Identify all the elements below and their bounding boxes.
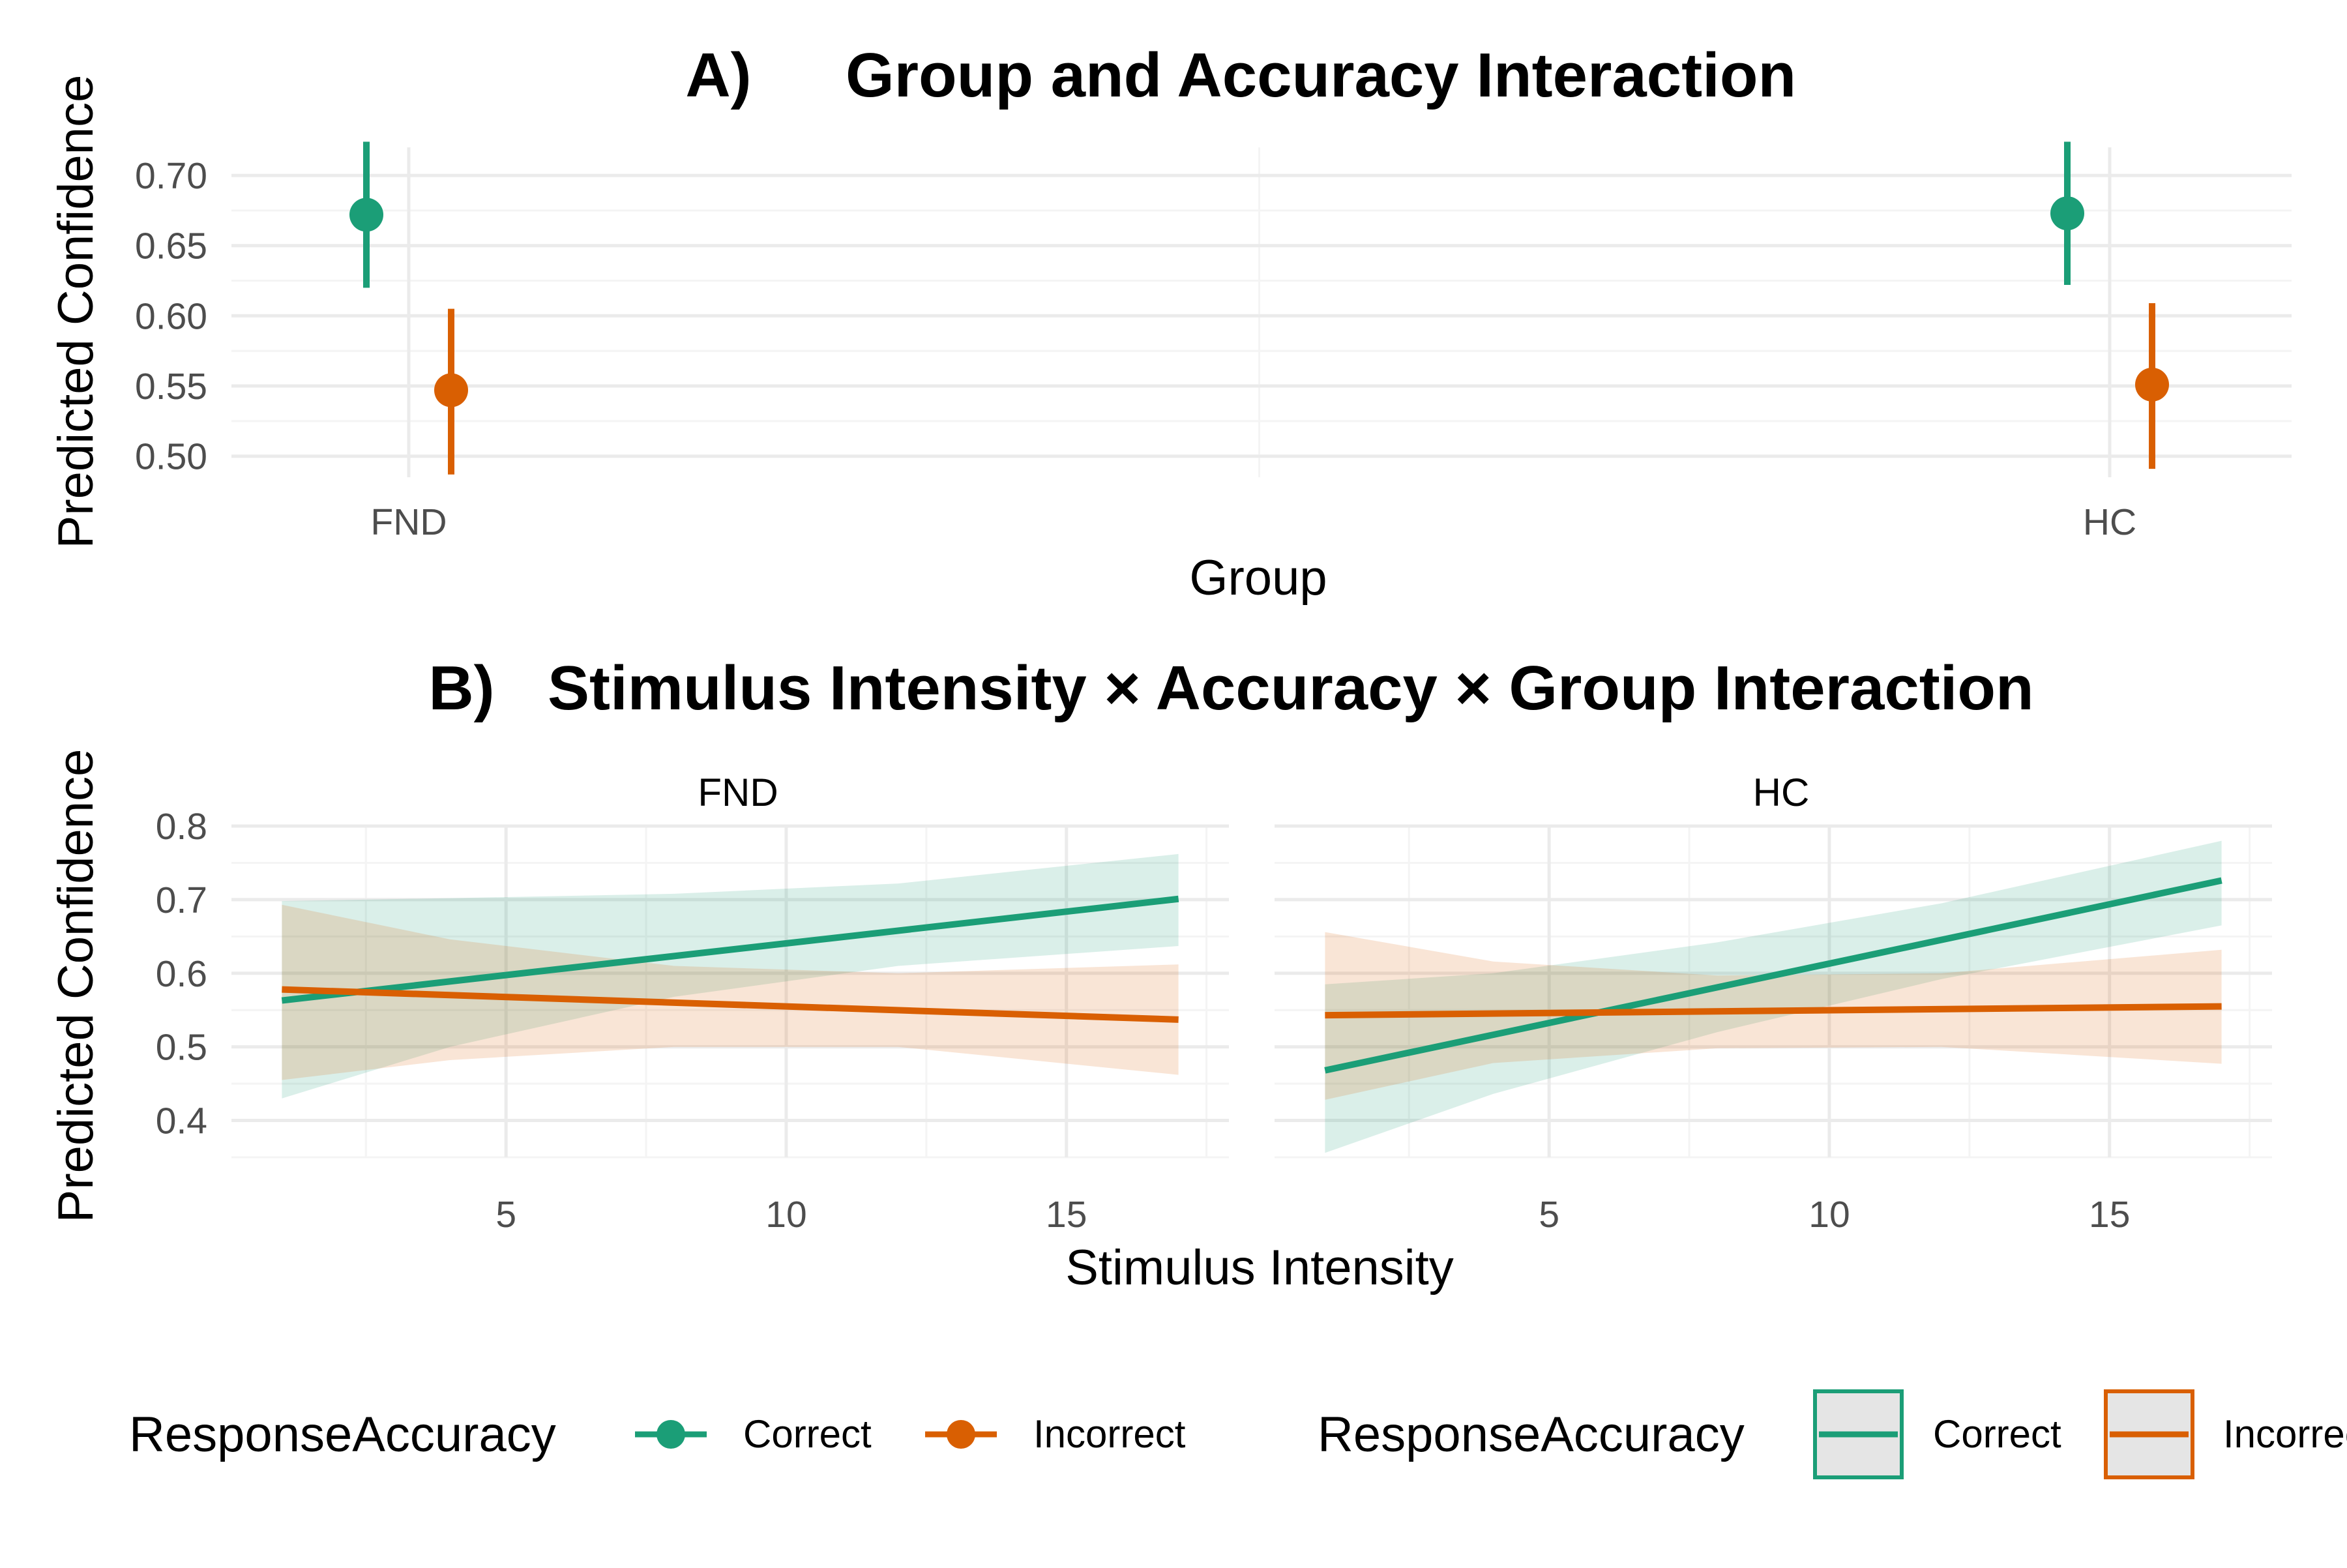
point-incorrect-hc xyxy=(2135,367,2169,402)
x-tick-label-fnd: FND xyxy=(370,501,447,543)
y-tick-label: 0.65 xyxy=(135,226,207,267)
x-tick-label: 15 xyxy=(1046,1194,1087,1235)
panel-b-grid xyxy=(231,824,2272,1159)
y-tick-label: 0.70 xyxy=(135,155,207,197)
fit-line-hc-correct xyxy=(1324,877,2222,1074)
point-correct-hc xyxy=(2050,196,2084,231)
y-tick-label: 0.7 xyxy=(156,880,207,921)
y-tick-label: 0.5 xyxy=(156,1027,207,1069)
panel-a-grid xyxy=(231,147,2292,477)
ci-ribbon-fnd-correct xyxy=(282,853,1179,1099)
panel-a-title: Group and Accuracy Interaction xyxy=(846,40,1796,110)
x-tick-label: 15 xyxy=(2089,1194,2130,1235)
legend-lines-title: ResponseAccuracy xyxy=(1318,1407,1745,1462)
panel-b-y-tick-labels: 0.4 0.5 0.6 0.7 0.8 xyxy=(156,806,207,1142)
panel-b: B) Stimulus Intensity × Accuracy × Group… xyxy=(48,653,2272,1295)
panel-b-prefix: B) xyxy=(428,653,494,723)
ci-ribbon-fnd-incorrect xyxy=(282,904,1179,1080)
legend-label-correct: Correct xyxy=(743,1412,872,1456)
panel-b-lines xyxy=(281,877,2222,1074)
legend-fill-label-correct: Correct xyxy=(1933,1412,2061,1456)
x-tick-label-hc: HC xyxy=(2083,501,2136,543)
ci-ribbon-hc-correct xyxy=(1325,840,2222,1153)
panel-a-prefix: A) xyxy=(685,40,751,110)
fit-line-fnd-incorrect xyxy=(282,986,1179,1023)
y-tick-label: 0.60 xyxy=(135,295,207,337)
point-correct-fnd xyxy=(349,198,383,232)
x-tick-label: 10 xyxy=(765,1194,806,1235)
point-incorrect-fnd xyxy=(434,373,468,407)
legend-lines: ResponseAccuracy Correct Incorrect xyxy=(1318,1389,2347,1479)
panel-a-y-axis-label: Predicted Confidence xyxy=(48,75,104,549)
panel-b-ribbons xyxy=(282,840,2222,1153)
panel-b-y-axis-label: Predicted Confidence xyxy=(48,749,104,1223)
panel-a-x-tick-labels: FND HC xyxy=(370,501,2136,543)
legend-points: ResponseAccuracy Correct Incorrect xyxy=(129,1407,1186,1462)
panel-b-x-axis-label: Stimulus Intensity xyxy=(1065,1240,1454,1295)
y-tick-label: 0.4 xyxy=(156,1101,207,1142)
fit-line-fnd-correct xyxy=(281,895,1179,1004)
y-tick-label: 0.55 xyxy=(135,366,207,407)
y-tick-label: 0.50 xyxy=(135,436,207,478)
facet-label-fnd: FND xyxy=(698,771,778,814)
ci-ribbon-hc-incorrect xyxy=(1325,932,2222,1100)
legend-label-incorrect: Incorrect xyxy=(1033,1412,1186,1456)
panel-a-x-axis-label: Group xyxy=(1189,550,1327,606)
panel-a: A) Group and Accuracy Interaction 0.500.… xyxy=(48,40,2292,606)
y-tick-label: 0.6 xyxy=(156,953,207,995)
y-tick-label: 0.8 xyxy=(156,806,207,848)
panel-a-y-tick-labels: 0.50 0.55 0.60 0.65 0.70 xyxy=(135,155,207,478)
legend-key-point-incorrect xyxy=(947,1420,975,1449)
facet-label-hc: HC xyxy=(1753,771,1810,814)
panel-b-x-tick-labels: 5 10 15 5 10 15 xyxy=(495,1194,2130,1235)
legend-key-point-correct xyxy=(657,1420,685,1449)
fit-line-hc-incorrect xyxy=(1325,1003,2222,1019)
legend-points-title: ResponseAccuracy xyxy=(129,1407,556,1462)
x-tick-label: 10 xyxy=(1808,1194,1850,1235)
panel-b-title: Stimulus Intensity × Accuracy × Group In… xyxy=(548,653,2034,723)
legend-fill-label-incorrect: Incorrect xyxy=(2223,1412,2347,1456)
x-tick-label: 5 xyxy=(495,1194,516,1235)
x-tick-label: 5 xyxy=(1539,1194,1559,1235)
panel-a-marks xyxy=(349,141,2169,475)
